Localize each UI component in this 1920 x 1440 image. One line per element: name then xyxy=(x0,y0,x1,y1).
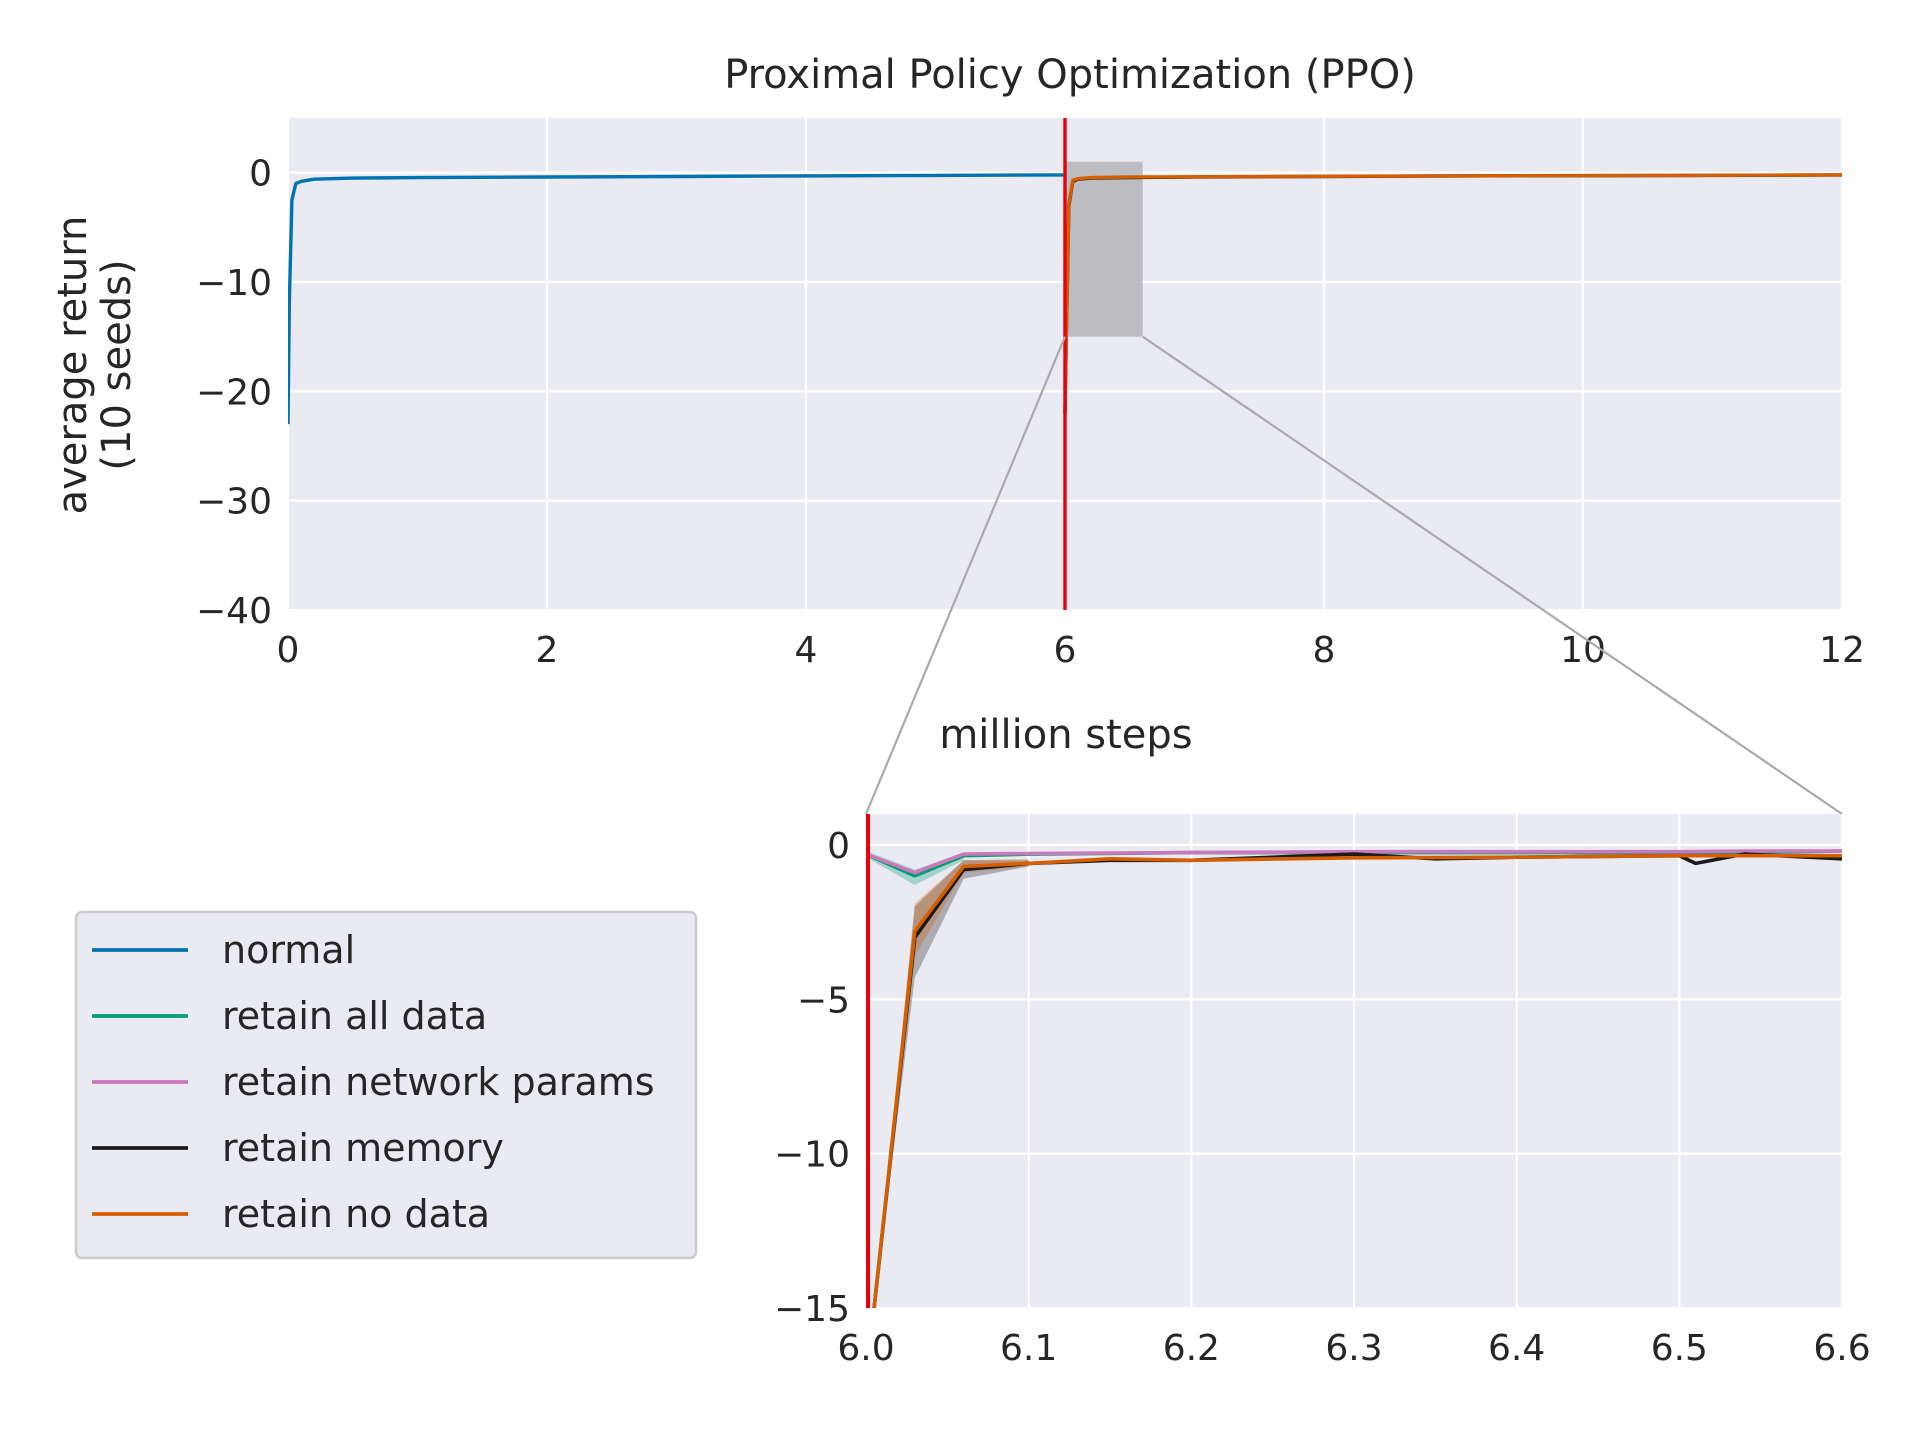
main-y-tick-label: −40 xyxy=(196,591,272,632)
inset-y-tick-label: −15 xyxy=(774,1289,850,1330)
main-x-tick-label: 6 xyxy=(1054,630,1077,671)
legend: normal retain all data retain network para… xyxy=(74,910,698,1260)
main-y-tick-label: 0 xyxy=(249,154,272,195)
inset-series-line xyxy=(872,853,1842,1308)
main-series-line xyxy=(1063,173,1842,414)
zoom-region-box xyxy=(1065,161,1143,337)
main-x-tick-label: 2 xyxy=(536,630,559,671)
legend-label: retain all data xyxy=(222,994,487,1038)
inset-x-tick-label: 6.1 xyxy=(1000,1328,1057,1369)
inset-plot: 6.0 6.1 6.2 6.3 6.4 6.5 6.6 0 −5 −10 −15 xyxy=(774,814,1871,1369)
chart-title: Proximal Policy Optimization (PPO) xyxy=(724,52,1416,98)
x-axis-label: million steps xyxy=(939,712,1192,758)
main-plot: 0 2 4 6 8 10 120−10−20−30−40 xyxy=(196,118,1865,671)
legend-label: retain memory xyxy=(222,1126,504,1170)
inset-x-tick-label: 6.2 xyxy=(1163,1328,1220,1369)
inset-x-tick-label: 6.3 xyxy=(1325,1328,1382,1369)
legend-label: retain network params xyxy=(222,1060,655,1104)
inset-x-tick-label: 6.5 xyxy=(1651,1328,1708,1369)
inset-y-tick-label: 0 xyxy=(827,826,850,867)
y-axis-label-line1: average return xyxy=(50,216,96,515)
main-x-tick-label: 4 xyxy=(795,630,818,671)
zoom-connector-left xyxy=(864,336,1067,815)
main-y-tick-label: −30 xyxy=(196,482,272,523)
inset-x-tick-label: 6.4 xyxy=(1488,1328,1545,1369)
legend-label: retain no data xyxy=(222,1192,490,1236)
inset-series-line xyxy=(872,852,1842,1308)
y-axis-label: average return (10 seeds) xyxy=(50,216,140,515)
zoom-connector-right xyxy=(1142,335,1843,815)
main-y-tick-label: −10 xyxy=(196,263,272,304)
zoom-connectors xyxy=(864,335,1843,815)
legend-label: normal xyxy=(222,928,355,972)
main-x-tick-label: 12 xyxy=(1819,630,1865,671)
inset-confidence-band xyxy=(866,851,964,885)
legend-frame xyxy=(74,910,698,1260)
inset-x-tick-label: 6.0 xyxy=(837,1328,894,1369)
inset-series-line xyxy=(866,849,1842,875)
main-x-tick-label: 0 xyxy=(277,630,300,671)
inset-x-tick-label: 6.6 xyxy=(1813,1328,1870,1369)
inset-y-tick-label: −10 xyxy=(774,1135,850,1176)
main-y-tick-label: −20 xyxy=(196,372,272,413)
y-axis-label-line2: (10 seeds) xyxy=(94,259,140,470)
main-series-line xyxy=(288,173,1066,425)
inset-y-tick-label: −5 xyxy=(797,980,850,1021)
main-x-tick-label: 8 xyxy=(1313,630,1336,671)
